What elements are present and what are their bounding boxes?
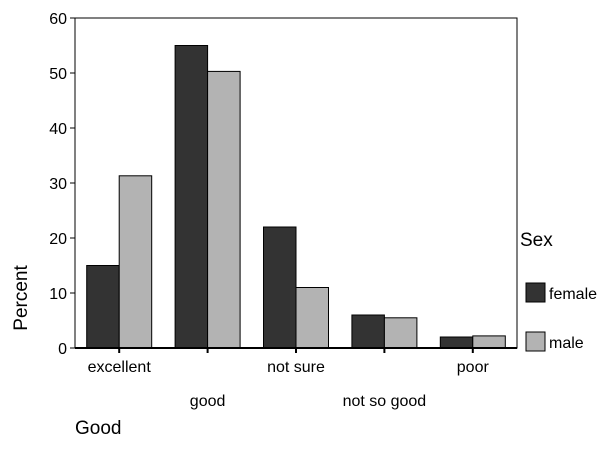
y-tick-label: 10: [49, 286, 67, 303]
x-tick-label: not sure: [267, 359, 325, 376]
x-tick-label: not so good: [343, 393, 427, 410]
x-tick-label: good: [190, 393, 226, 410]
bar-male-excellent: [118, 175, 153, 349]
x-tick-label: poor: [457, 359, 490, 376]
x-tick-label: excellent: [88, 359, 152, 376]
y-tick-label: 20: [49, 231, 67, 248]
legend-label-female: female: [549, 286, 597, 303]
bar-male-good: [207, 70, 241, 349]
ticks-group: 0 10 20 30 40 50 60 excellent good not sure not so…: [49, 11, 489, 410]
y-tick-label: 60: [49, 11, 67, 28]
legend-title: Sex: [520, 230, 553, 251]
y-tick-label: 30: [49, 176, 67, 193]
bar-female-excellent: [86, 265, 120, 349]
y-axis-label: Percent: [11, 265, 32, 331]
bar-female-poor: [439, 336, 474, 349]
bar-female-not-so-good: [351, 314, 385, 349]
legend-swatch-male: [525, 331, 546, 352]
legend-label-male: male: [549, 335, 584, 352]
bars-group: [86, 45, 506, 349]
bar-male-not-sure: [295, 287, 329, 349]
bar-female-good: [174, 45, 209, 349]
y-tick-label: 50: [49, 66, 67, 83]
x-axis-label: Good: [75, 418, 121, 439]
bar-female-not-sure: [263, 226, 297, 349]
legend: female male: [525, 282, 597, 352]
y-tick-label: 40: [49, 121, 67, 138]
legend-swatch-female: [525, 282, 546, 303]
bar-male-not-so-good: [383, 317, 418, 349]
y-tick-label: 0: [58, 341, 67, 358]
bar-male-poor: [472, 335, 506, 349]
